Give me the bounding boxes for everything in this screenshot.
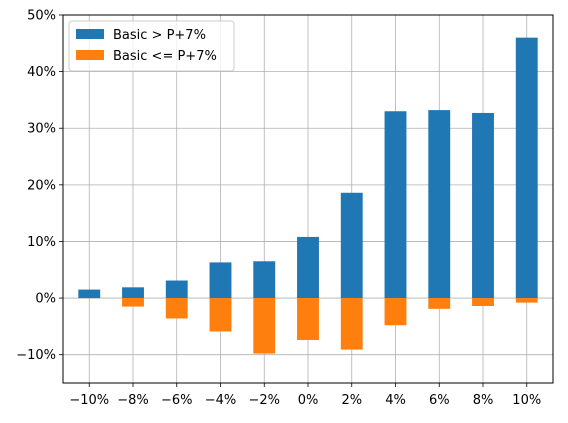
bar-basic-above bbox=[209, 262, 232, 299]
legend: Basic > P+7% Basic <= P+7% bbox=[68, 20, 235, 72]
x-tick-label: 10% bbox=[512, 393, 541, 408]
legend-swatch-basic-at-or-below bbox=[76, 50, 104, 60]
bar-basic-at-or-below bbox=[297, 298, 319, 340]
x-tick-label: −4% bbox=[205, 393, 237, 408]
x-tick-label: −6% bbox=[161, 393, 193, 408]
y-tick-label: 40% bbox=[27, 65, 56, 80]
bar-basic-at-or-below bbox=[515, 298, 538, 303]
bar-basic-above bbox=[472, 112, 494, 299]
bar-basic-at-or-below bbox=[209, 298, 232, 332]
x-tick-label: 6% bbox=[429, 393, 450, 408]
y-tick-label: 30% bbox=[27, 122, 56, 137]
bar-basic-above bbox=[340, 192, 363, 299]
y-tick-label: 0% bbox=[35, 292, 56, 307]
bar-basic-above bbox=[515, 37, 538, 299]
bars bbox=[78, 37, 538, 354]
y-tick-label: −10% bbox=[16, 348, 56, 363]
bar-basic-above bbox=[122, 287, 144, 299]
x-tick-label: −8% bbox=[117, 393, 149, 408]
bar-basic-above bbox=[384, 111, 407, 299]
bar-basic-above bbox=[253, 261, 276, 299]
bar-basic-above bbox=[297, 236, 319, 299]
y-tick-label: 20% bbox=[27, 178, 56, 193]
bar-basic-above bbox=[165, 280, 188, 299]
legend-label-basic-above: Basic > P+7% bbox=[113, 28, 206, 43]
legend-swatch-basic-above bbox=[76, 29, 104, 39]
bar-basic-at-or-below bbox=[472, 298, 494, 307]
x-axis: −10% −8% −6% −4% −2% 0% 2% 4% 6% 8% 10% bbox=[69, 383, 541, 408]
bar-basic-at-or-below bbox=[384, 298, 407, 326]
bar-basic-at-or-below bbox=[122, 298, 144, 307]
legend-box bbox=[68, 20, 235, 72]
bar-basic-above bbox=[78, 289, 101, 299]
y-axis: −10% 0% 10% 20% 30% 40% 50% bbox=[16, 9, 63, 363]
y-tick-label: 50% bbox=[27, 9, 56, 24]
legend-label-basic-at-or-below: Basic <= P+7% bbox=[113, 49, 217, 64]
bar-basic-at-or-below bbox=[253, 298, 276, 354]
bar-basic-at-or-below bbox=[340, 298, 363, 350]
x-tick-label: 4% bbox=[385, 393, 406, 408]
x-tick-label: 8% bbox=[473, 393, 494, 408]
x-tick-label: 2% bbox=[341, 393, 362, 408]
y-tick-label: 10% bbox=[27, 235, 56, 250]
bar-basic-above bbox=[428, 110, 451, 299]
bar-basic-at-or-below bbox=[165, 298, 188, 319]
x-tick-label: −10% bbox=[69, 393, 109, 408]
bar-basic-at-or-below bbox=[428, 298, 451, 309]
x-tick-label: 0% bbox=[298, 393, 319, 408]
x-tick-label: −2% bbox=[248, 393, 280, 408]
